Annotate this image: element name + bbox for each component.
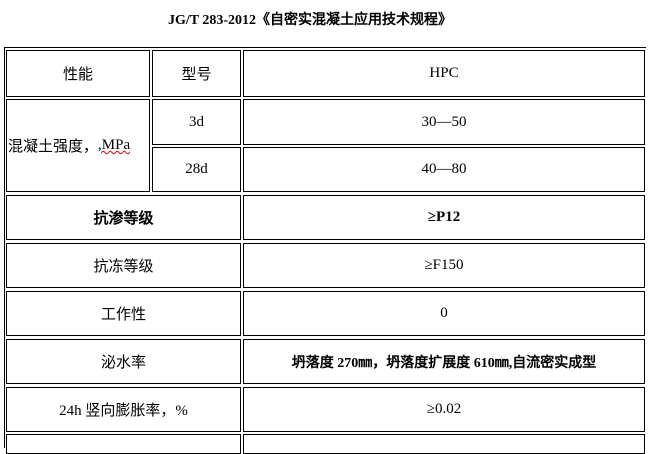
row-label: 24h 竖向膨胀率，%	[6, 387, 241, 432]
strength-value-28d: 40—80	[243, 147, 645, 192]
strength-age-28d: 28d	[152, 147, 241, 192]
strength-label-cn: 混凝土强度，	[8, 139, 99, 155]
page-title: JG/T 283-2012《自密实混凝土应用技术规程》	[167, 13, 453, 28]
row-value: 坍落度 270㎜，坍落度扩展度 610㎜,自流密实成型	[243, 339, 645, 384]
row-value: ≥0.02	[243, 387, 645, 432]
row-label: 抗渗等级	[6, 195, 241, 240]
spec-table	[4, 47, 646, 448]
strength-age-3d: 3d	[152, 99, 241, 145]
row-value: ≥P12	[243, 195, 645, 240]
strength-label: 混凝土强度， ,MPa	[6, 99, 150, 192]
row-value: ≥F150	[243, 243, 645, 288]
header-model: 型号	[152, 50, 241, 97]
row-label: 泌水率	[6, 339, 241, 384]
header-property: 性能	[6, 50, 150, 97]
row-label-partial	[6, 434, 241, 454]
strength-label-unit: ,MPa	[98, 137, 131, 153]
header-hpc: HPC	[243, 50, 645, 97]
row-value: 0	[243, 291, 645, 336]
row-label: 抗冻等级	[6, 243, 241, 288]
row-value-partial	[243, 434, 645, 454]
strength-value-3d: 30—50	[243, 99, 645, 145]
row-label: 工作性	[6, 291, 241, 336]
